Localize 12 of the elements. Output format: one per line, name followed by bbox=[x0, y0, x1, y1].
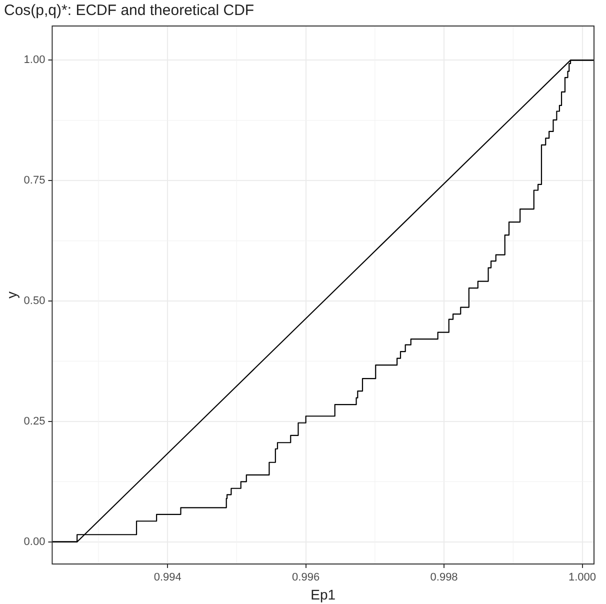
y-tick-label: 0.50 bbox=[24, 295, 46, 308]
x-tick-label: 1.000 bbox=[568, 572, 596, 584]
y-tick-label: 0.75 bbox=[24, 174, 46, 187]
y-tick-label: 1.00 bbox=[24, 54, 46, 66]
x-tick-label: 0.998 bbox=[430, 572, 458, 584]
y-axis-title: y bbox=[3, 292, 20, 298]
x-tick-label: 0.994 bbox=[154, 572, 182, 584]
chart-title: Cos(p,q)*: ECDF and theoretical CDF bbox=[4, 2, 254, 20]
y-tick-label: 0.25 bbox=[24, 415, 46, 428]
y-tick-label: 0.00 bbox=[24, 536, 46, 548]
x-axis-title: Ep1 bbox=[310, 586, 336, 602]
x-tick-label: 0.996 bbox=[292, 572, 320, 584]
